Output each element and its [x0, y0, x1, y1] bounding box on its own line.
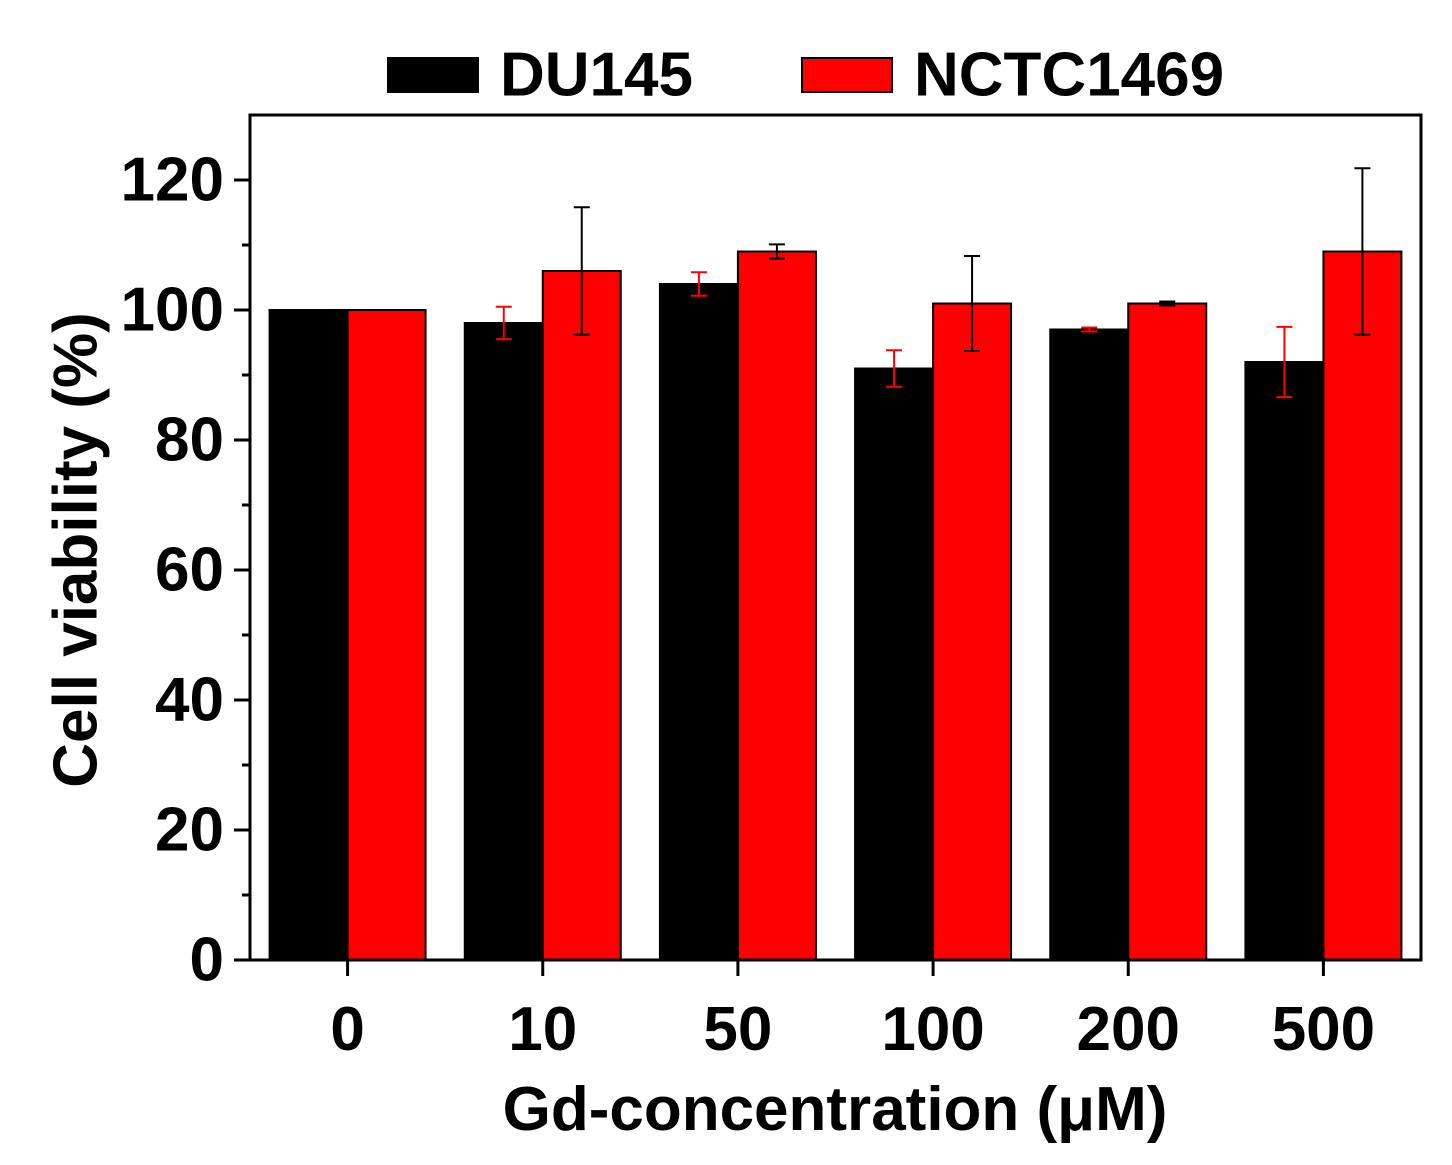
- x-tick-label: 500: [1272, 995, 1375, 1064]
- bar-du145-50: [658, 283, 739, 961]
- plot-frame: [248, 113, 1423, 962]
- x-axis: 0 10 50 100 200 500: [330, 960, 1375, 1064]
- x-tick-label: 50: [703, 995, 772, 1064]
- y-tick-label: 80: [155, 406, 224, 475]
- error-bar-du145-100: [886, 349, 903, 388]
- x-axis-label: Gd-concentration (μM): [503, 1075, 1168, 1144]
- legend-label: DU145: [500, 41, 693, 110]
- bar-du145-10: [463, 322, 544, 961]
- x-tick-label: 0: [330, 995, 364, 1064]
- bar-nctc1469-50: [736, 250, 817, 961]
- error-bar-du145-50: [690, 271, 707, 297]
- bar-du145-100: [854, 367, 935, 961]
- error-bar-nctc1469-200: [1159, 300, 1176, 307]
- bar-nctc1469-200: [1127, 302, 1208, 961]
- bar-nctc1469-0: [346, 309, 427, 961]
- bar-nctc1469-500: [1322, 250, 1403, 961]
- error-bar-nctc1469-100: [964, 255, 981, 352]
- error-bar-du145-10: [495, 305, 512, 341]
- y-tick-label: 40: [155, 666, 224, 735]
- y-tick-label: 120: [121, 146, 224, 215]
- y-tick-label: 0: [190, 926, 224, 995]
- x-tick-label: 200: [1077, 995, 1180, 1064]
- legend-swatch: [801, 57, 893, 93]
- y-tick-label: 60: [155, 536, 224, 605]
- legend-label: NCTC1469: [914, 41, 1224, 110]
- bar-nctc1469-10: [541, 270, 622, 961]
- y-axis: 0 20 40 60 80 100 120: [121, 146, 250, 995]
- error-bar-nctc1469-500: [1354, 167, 1371, 336]
- legend-item-nctc1469: NCTC1469: [801, 41, 1224, 110]
- plot-area: [248, 113, 1423, 962]
- error-bar-nctc1469-10: [573, 206, 590, 336]
- x-tick-label: 10: [508, 995, 577, 1064]
- error-bar-du145-200: [1081, 326, 1098, 333]
- bar-du145-500: [1244, 361, 1325, 961]
- bar-du145-200: [1049, 328, 1130, 961]
- y-tick-label: 20: [155, 796, 224, 865]
- x-tick-label: 100: [881, 995, 984, 1064]
- legend-item-du145: DU145: [387, 41, 693, 110]
- y-axis-label: Cell viability (%): [41, 312, 110, 787]
- error-bar-nctc1469-50: [768, 243, 785, 260]
- legend: DU145 NCTC1469: [387, 41, 1224, 110]
- bar-du145-0: [268, 309, 349, 961]
- legend-swatch: [387, 57, 479, 93]
- bar-nctc1469-100: [932, 302, 1013, 961]
- error-bar-du145-500: [1276, 325, 1293, 399]
- y-tick-label: 100: [121, 276, 224, 345]
